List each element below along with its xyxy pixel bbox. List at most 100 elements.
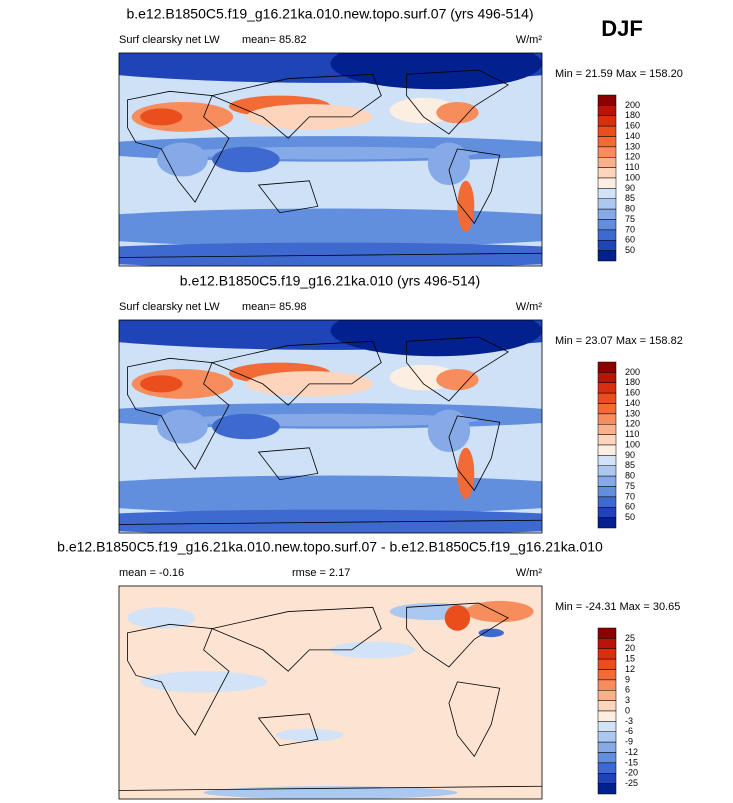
field-patch bbox=[119, 208, 542, 247]
field-patch bbox=[119, 509, 542, 533]
colorbar-label: 180 bbox=[625, 377, 640, 387]
colorbar-label: 200 bbox=[625, 100, 640, 110]
colorbar-box bbox=[597, 475, 617, 487]
colorbar-label: 80 bbox=[625, 471, 635, 481]
field-patch bbox=[212, 146, 280, 173]
colorbar-box bbox=[597, 444, 617, 456]
field-patch bbox=[140, 108, 183, 126]
map bbox=[119, 586, 542, 799]
colorbar-box bbox=[597, 762, 617, 774]
season-label: DJF bbox=[601, 16, 643, 41]
panel-minmax: Min = 23.07 Max = 158.82 bbox=[555, 335, 683, 347]
colorbar-label: 90 bbox=[625, 183, 635, 193]
colorbar-label: 15 bbox=[625, 654, 635, 664]
coastline bbox=[259, 448, 318, 480]
coastline bbox=[212, 607, 381, 671]
colorbar-label: 140 bbox=[625, 131, 640, 141]
coastline bbox=[407, 70, 509, 134]
coastline bbox=[449, 682, 500, 757]
colorbar-label: 70 bbox=[625, 491, 635, 501]
field-patch bbox=[427, 409, 471, 453]
field-patch bbox=[427, 142, 471, 186]
colorbar-box bbox=[597, 372, 617, 383]
coastline bbox=[127, 624, 229, 735]
colorbar-label: 75 bbox=[625, 214, 635, 224]
colorbar-label: 3 bbox=[625, 695, 630, 705]
panel-units: W/m² bbox=[516, 567, 543, 579]
colorbar-box bbox=[597, 434, 617, 446]
colorbar-box bbox=[597, 136, 617, 148]
coastline bbox=[119, 520, 542, 524]
colorbar-box bbox=[597, 208, 617, 220]
panel-stat: mean= 85.82 bbox=[242, 34, 307, 46]
field-patch bbox=[119, 242, 542, 266]
colorbar-label: 100 bbox=[625, 439, 640, 449]
colorbar-label: 80 bbox=[625, 204, 635, 214]
panel-units: W/m² bbox=[516, 301, 543, 313]
field-patch bbox=[140, 375, 183, 393]
coastline bbox=[212, 74, 381, 138]
field-patch bbox=[436, 368, 479, 391]
panel-left-label: Surf clearsky net LW bbox=[119, 34, 220, 46]
colorbar-box bbox=[597, 465, 617, 477]
field-patch bbox=[140, 671, 268, 693]
colorbar-box bbox=[597, 741, 617, 753]
colorbar-box bbox=[597, 167, 617, 179]
map-frame bbox=[118, 52, 543, 267]
colorbar-label: 140 bbox=[625, 398, 640, 408]
colorbar-box bbox=[597, 669, 617, 681]
colorbar-box bbox=[597, 188, 617, 199]
field-patch bbox=[330, 641, 416, 659]
colorbar-label: 20 bbox=[625, 643, 635, 653]
colorbar-label: 75 bbox=[625, 481, 635, 491]
colorbar-label: 120 bbox=[625, 152, 640, 162]
colorbar-box bbox=[597, 648, 617, 660]
colorbar-label: 160 bbox=[625, 388, 640, 398]
coastline bbox=[449, 416, 500, 491]
colorbar-label: 60 bbox=[625, 235, 635, 245]
coastline bbox=[127, 91, 229, 202]
colorbar-box bbox=[597, 157, 617, 168]
panel-title: b.e12.B1850C5.f19_g16.21ka.010.new.topo.… bbox=[126, 6, 533, 22]
colorbar-label: 85 bbox=[625, 193, 635, 203]
colorbar-label: 50 bbox=[625, 245, 635, 255]
panel-title: b.e12.B1850C5.f19_g16.21ka.010 (yrs 496-… bbox=[180, 273, 480, 289]
colorbar-box bbox=[597, 721, 617, 732]
colorbar-label: 70 bbox=[625, 224, 635, 234]
colorbar-label: 50 bbox=[625, 512, 635, 522]
colorbar-box bbox=[597, 517, 617, 529]
colorbar-box bbox=[597, 392, 617, 404]
colorbar-label: 90 bbox=[625, 450, 635, 460]
field-patch bbox=[157, 409, 208, 444]
colorbar-box bbox=[597, 700, 617, 712]
colorbar-box bbox=[597, 382, 617, 394]
coastline bbox=[119, 253, 542, 257]
colorbar-box bbox=[597, 627, 617, 639]
map bbox=[119, 53, 542, 266]
field-patch bbox=[444, 605, 471, 631]
field-patch bbox=[457, 447, 475, 499]
colorbar-label: 0 bbox=[625, 705, 630, 715]
colorbar-box bbox=[597, 94, 617, 106]
colorbar-box bbox=[597, 219, 617, 231]
colorbar-box bbox=[597, 403, 617, 415]
field-patch bbox=[157, 142, 208, 177]
colorbar-label: 6 bbox=[625, 685, 630, 695]
field-patch bbox=[465, 600, 534, 623]
colorbar-box bbox=[597, 424, 617, 435]
colorbar-label: 110 bbox=[625, 429, 639, 439]
colorbar-box bbox=[597, 507, 617, 518]
panel-left-label: Surf clearsky net LW bbox=[119, 301, 220, 313]
map-frame bbox=[118, 585, 543, 800]
colorbar-box bbox=[597, 731, 617, 743]
field-patch bbox=[457, 180, 475, 232]
colorbar-box bbox=[597, 455, 617, 466]
colorbar-label: 25 bbox=[625, 633, 635, 643]
colorbar-label: 110 bbox=[625, 162, 639, 172]
map bbox=[119, 320, 542, 533]
colorbar-box bbox=[597, 229, 617, 241]
colorbar-box bbox=[597, 638, 617, 649]
colorbar-label: -20 bbox=[625, 768, 638, 778]
colorbar-box bbox=[597, 177, 617, 189]
colorbar-box bbox=[597, 413, 617, 425]
